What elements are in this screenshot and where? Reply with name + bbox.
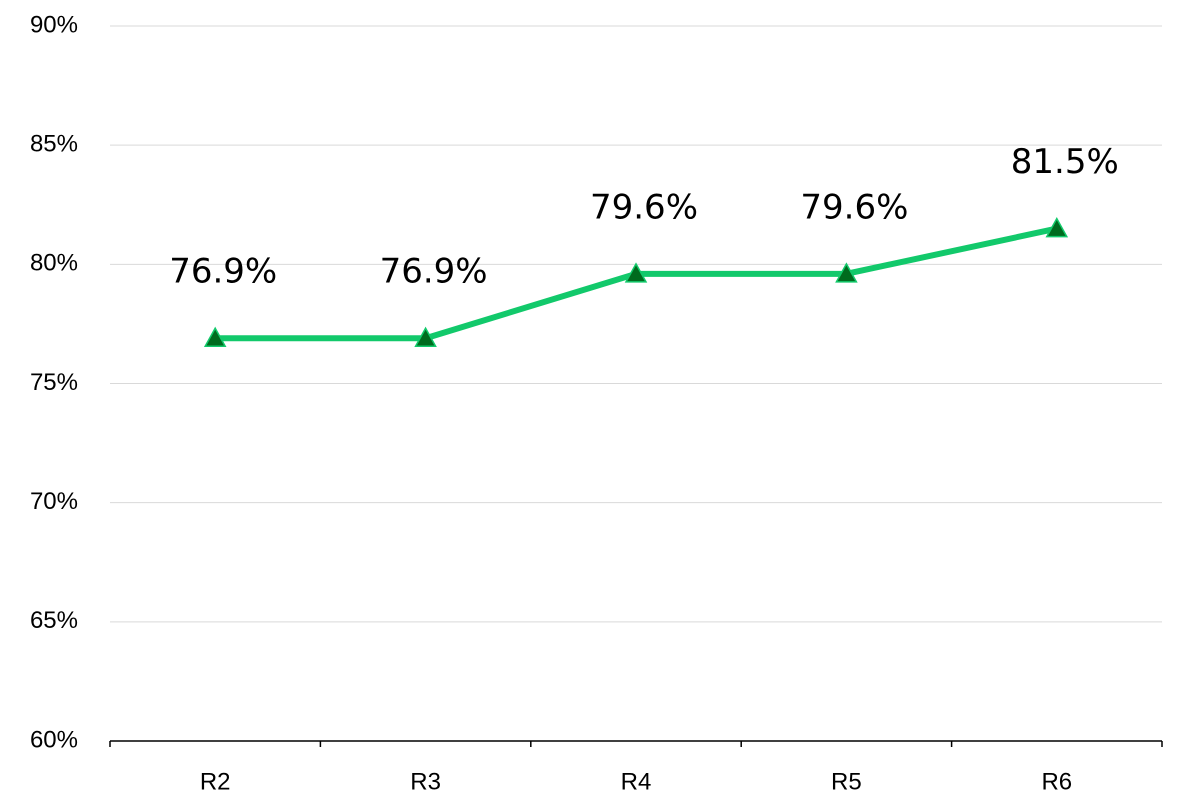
y-tick-label: 60% bbox=[30, 726, 78, 753]
y-tick-label: 65% bbox=[30, 607, 78, 634]
marker bbox=[203, 326, 227, 347]
y-tick-label: 75% bbox=[30, 369, 78, 396]
x-tick-label: R3 bbox=[410, 768, 441, 795]
marker bbox=[1045, 217, 1069, 238]
x-tick-label: R4 bbox=[621, 768, 652, 795]
data-label: 79.6% bbox=[590, 187, 698, 227]
data-label: 76.9% bbox=[169, 252, 277, 292]
marker bbox=[414, 326, 437, 347]
x-tick-label: R2 bbox=[200, 768, 231, 795]
marker bbox=[835, 262, 858, 283]
y-tick-label: 80% bbox=[30, 250, 78, 277]
data-label: 76.9% bbox=[380, 252, 488, 292]
data-label: 79.6% bbox=[800, 187, 908, 227]
data-label: 81.5% bbox=[1011, 142, 1119, 182]
x-tick-label: R6 bbox=[1041, 768, 1072, 795]
marker bbox=[624, 262, 648, 283]
y-tick-label: 70% bbox=[30, 488, 78, 515]
y-tick-label: 90% bbox=[30, 11, 78, 38]
y-tick-label: 85% bbox=[30, 131, 78, 158]
x-tick-label: R5 bbox=[831, 768, 862, 795]
series-line bbox=[215, 225, 1058, 342]
